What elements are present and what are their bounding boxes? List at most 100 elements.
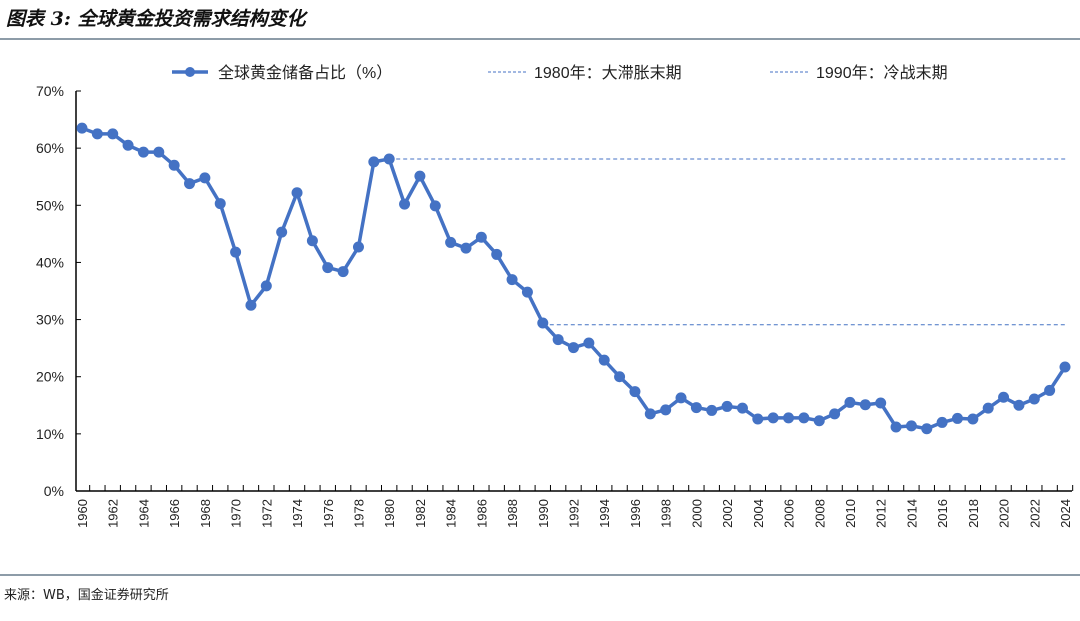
data-point xyxy=(122,139,134,151)
legend-ref2-label: 1990年：冷战末期 xyxy=(816,64,948,82)
x-tick-label: 2002 xyxy=(720,499,735,528)
data-point xyxy=(1059,361,1071,373)
x-tick-label: 1992 xyxy=(567,499,582,528)
x-tick-label: 1990 xyxy=(536,499,551,528)
data-point xyxy=(614,371,626,383)
x-tick-label: 1974 xyxy=(290,499,305,528)
x-tick-label: 2016 xyxy=(935,499,950,528)
x-tick-label: 1976 xyxy=(321,499,336,528)
data-point xyxy=(660,404,672,416)
figure-title: 图表 3: 全球黄金投资需求结构变化 xyxy=(6,8,306,30)
data-point xyxy=(245,299,257,311)
data-point xyxy=(137,146,149,158)
x-tick-label: 2004 xyxy=(751,499,766,528)
data-point xyxy=(644,408,656,420)
y-tick-label: 0% xyxy=(44,483,64,499)
x-tick-label: 2000 xyxy=(689,499,704,528)
data-point xyxy=(168,159,180,171)
legend-series-label: 全球黄金储备占比（%） xyxy=(218,64,392,82)
data-point xyxy=(306,235,318,247)
data-point xyxy=(521,286,533,298)
x-tick-label: 2012 xyxy=(874,499,889,528)
data-point xyxy=(859,399,871,411)
source-note: 来源：WB，国金证券研究所 xyxy=(4,588,169,603)
data-point xyxy=(91,128,103,140)
data-point xyxy=(460,242,472,254)
data-point xyxy=(598,354,610,366)
x-tick-label: 1988 xyxy=(505,499,520,528)
data-point xyxy=(260,280,272,292)
data-point xyxy=(414,170,426,182)
legend-ref1-label: 1980年：大滞胀末期 xyxy=(534,64,682,82)
x-tick-label: 2018 xyxy=(966,499,981,528)
data-point xyxy=(230,246,242,258)
y-tick-label: 20% xyxy=(36,369,64,385)
x-tick-label: 1994 xyxy=(597,499,612,528)
data-point xyxy=(383,153,395,165)
x-tick-label: 2006 xyxy=(782,499,797,528)
x-tick-label: 1970 xyxy=(229,499,244,528)
data-point xyxy=(276,226,288,238)
x-tick-label: 1980 xyxy=(382,499,397,528)
x-tick-label: 1978 xyxy=(351,499,366,528)
data-point xyxy=(767,412,779,424)
data-point xyxy=(783,412,795,424)
data-point xyxy=(184,178,196,190)
x-tick-label: 1966 xyxy=(167,499,182,528)
data-point xyxy=(967,413,979,425)
y-tick-label: 60% xyxy=(36,140,64,156)
data-point xyxy=(399,198,411,210)
x-tick-label: 1962 xyxy=(106,499,121,528)
data-point xyxy=(890,421,902,433)
data-point xyxy=(352,241,364,253)
x-tick-label: 1972 xyxy=(259,499,274,528)
x-tick-label: 2010 xyxy=(843,499,858,528)
y-tick-label: 10% xyxy=(36,426,64,442)
x-tick-label: 1960 xyxy=(75,499,90,528)
data-point xyxy=(568,342,579,354)
source-rule xyxy=(0,574,1080,576)
x-tick-label: 2014 xyxy=(904,499,919,528)
series-line xyxy=(81,126,1067,431)
legend-series-marker xyxy=(185,67,195,77)
data-point xyxy=(936,416,948,428)
data-point xyxy=(875,397,887,409)
legend: 全球黄金储备占比（%） 1980年：大滞胀末期 1990年：冷战末期 xyxy=(172,64,948,82)
x-tick-label: 2008 xyxy=(812,499,827,528)
y-tick-label: 70% xyxy=(36,83,64,99)
y-tick-label: 30% xyxy=(36,312,64,328)
x-tick-label: 1998 xyxy=(659,499,674,528)
x-tick-label: 2022 xyxy=(1027,499,1042,528)
x-tick-label: 2024 xyxy=(1058,499,1073,528)
data-point xyxy=(337,266,349,278)
title-rule xyxy=(0,38,1080,40)
data-point xyxy=(368,156,380,168)
data-point xyxy=(107,128,119,140)
x-tick-label: 1986 xyxy=(474,499,489,528)
x-tick-label: 1982 xyxy=(413,499,428,528)
data-point xyxy=(690,402,702,414)
data-point xyxy=(844,396,856,408)
data-point xyxy=(1013,399,1025,411)
data-point xyxy=(706,404,718,416)
data-point xyxy=(951,412,963,424)
data-point xyxy=(829,408,841,420)
x-tick-label: 2020 xyxy=(997,499,1012,528)
data-point xyxy=(905,420,917,432)
data-point xyxy=(982,402,994,414)
data-point xyxy=(429,200,441,212)
data-point xyxy=(675,392,687,404)
data-point xyxy=(475,231,487,243)
data-point xyxy=(322,262,334,274)
data-point xyxy=(153,146,165,158)
data-point xyxy=(491,248,503,260)
data-point xyxy=(1044,384,1056,396)
x-tick-label: 1964 xyxy=(136,499,151,528)
data-point xyxy=(629,386,641,398)
x-tick-label: 1996 xyxy=(628,499,643,528)
x-tick-label: 1968 xyxy=(198,499,213,528)
data-point xyxy=(291,187,303,199)
data-point xyxy=(752,413,764,425)
data-point xyxy=(998,391,1010,403)
